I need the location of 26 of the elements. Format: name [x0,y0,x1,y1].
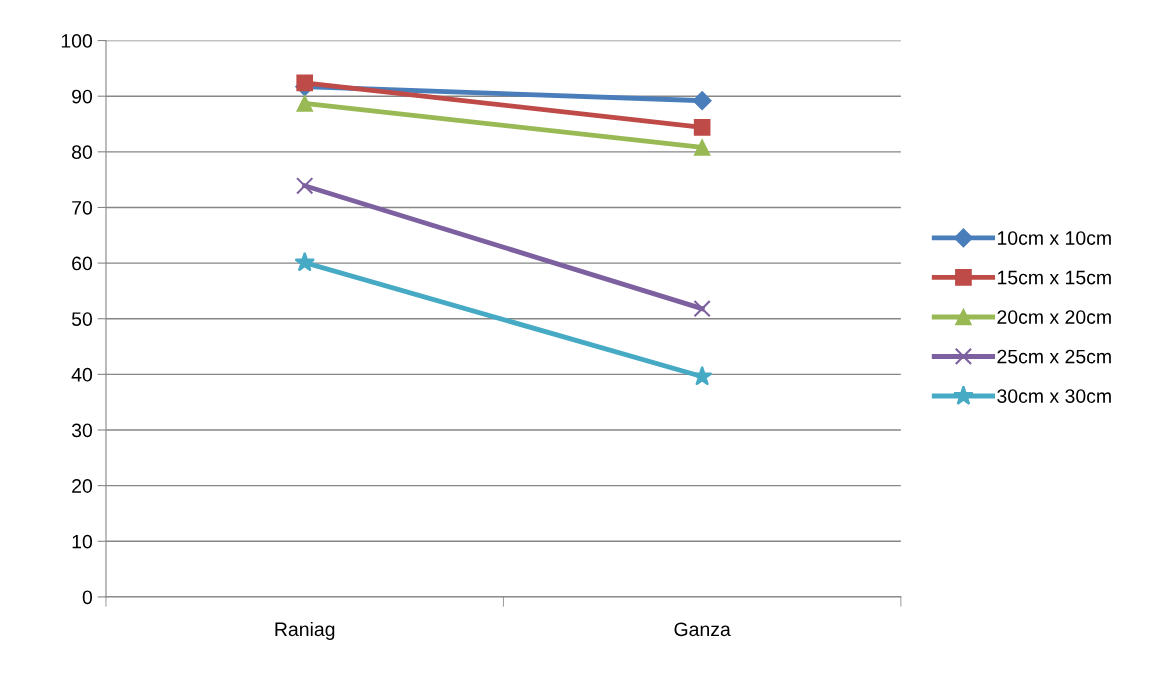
y-tick-label: 80 [72,145,93,160]
point [296,74,314,92]
y-tick-label: 20 [72,479,93,493]
legend-label: 25cm x 25cm [997,349,1111,364]
y-tick-label: 70 [72,200,93,215]
y-tick-label: 90 [72,89,93,104]
point [693,119,711,136]
y-tick-label: 0 [82,590,93,605]
legend-label: 30cm x 30cm [997,389,1111,403]
y-tick-label: 100 [61,34,93,48]
point [294,251,315,272]
x-tick-label: Raniag [275,621,335,641]
point [296,95,314,112]
legend-label: 15cm x 15cm [997,270,1111,285]
legend-label: 10cm x 10cm [997,231,1111,245]
y-tick-label: 60 [72,256,93,271]
point [693,139,711,156]
legend-label: 20cm x 20cm [997,310,1111,324]
x-tick-label: Ganza [674,622,731,637]
y-tick-label: 40 [71,367,93,382]
point [692,91,712,111]
point [296,177,314,195]
y-tick-label: 10 [72,534,93,549]
y-tick-label: 30 [71,423,93,438]
y-tick-label: 50 [71,312,93,326]
point [693,300,711,318]
